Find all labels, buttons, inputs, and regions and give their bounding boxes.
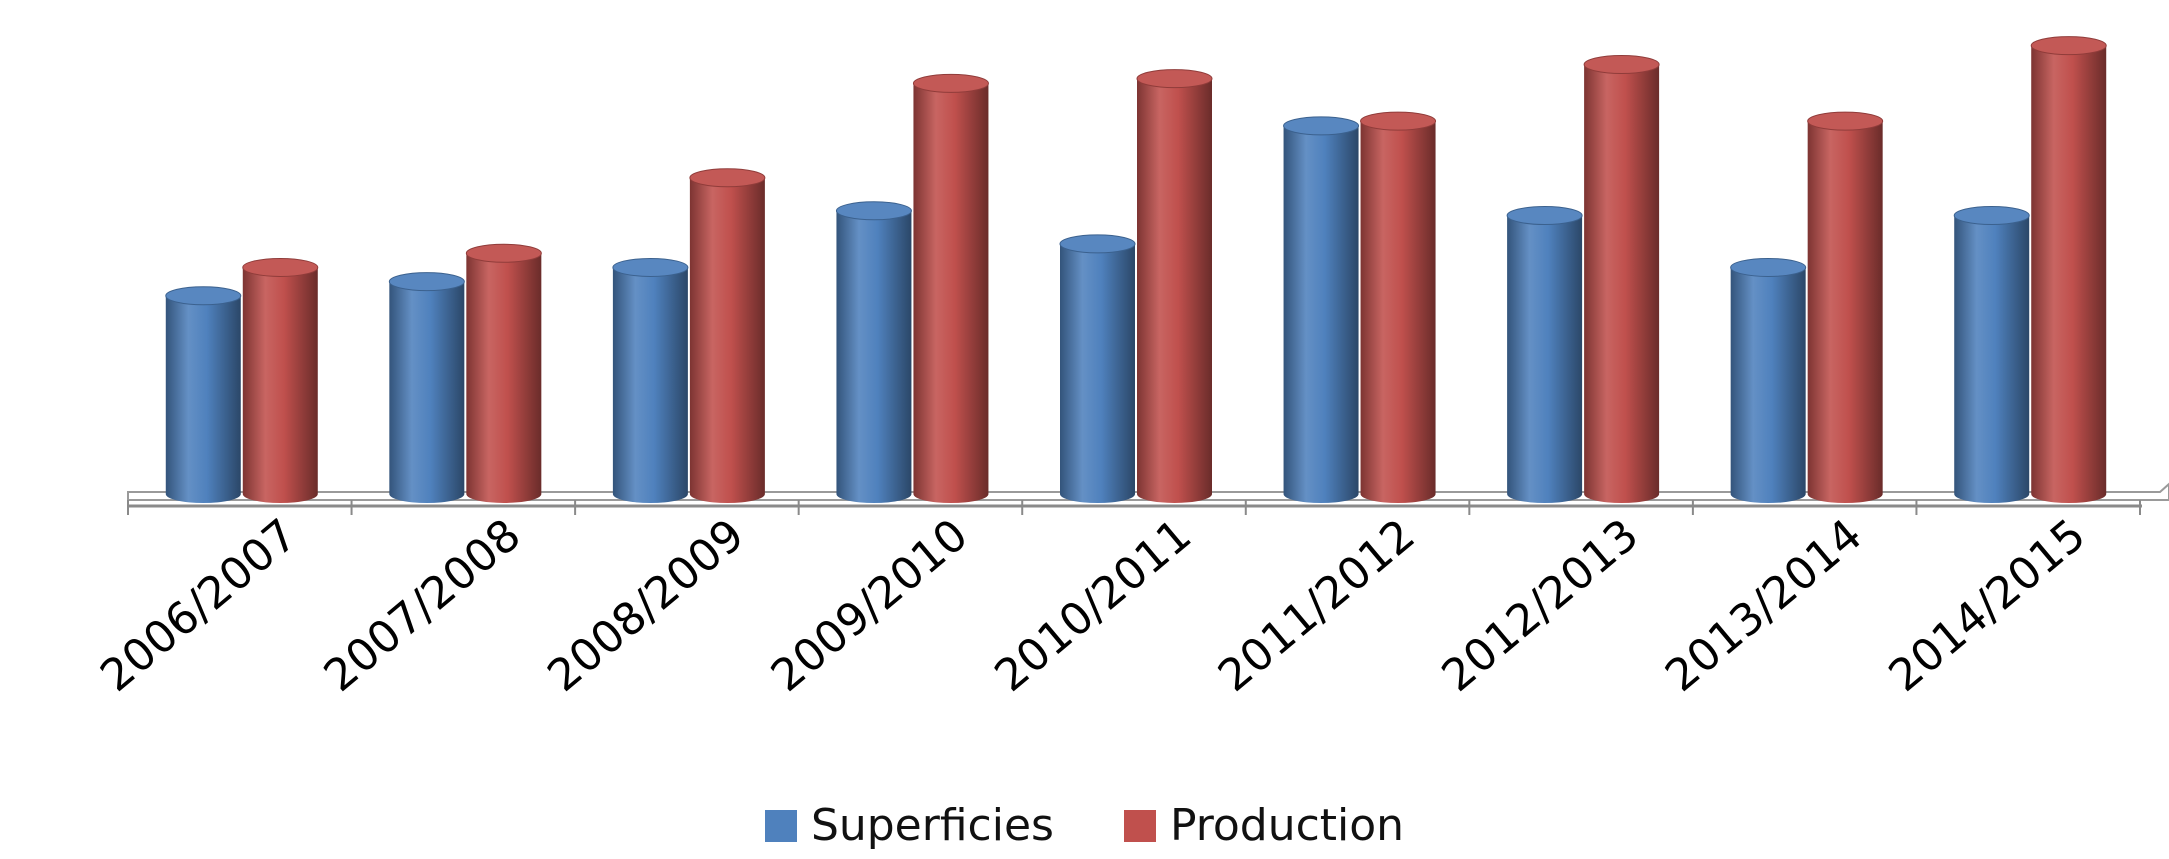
bar-production-2011-2012 [1360, 111, 1437, 504]
bar-production-2013-2014 [1807, 111, 1884, 504]
bar-body [1360, 121, 1436, 504]
bar-top [1807, 111, 1884, 131]
bar-top [1136, 69, 1213, 89]
bar-body [1060, 243, 1135, 503]
bar-body [1807, 121, 1883, 504]
bar-body [389, 281, 465, 503]
bar-top [1059, 234, 1136, 254]
bar-top [1506, 206, 1583, 226]
legend-swatch-superficies [764, 809, 797, 842]
bar-body [1283, 125, 1359, 503]
x-tick-label: 2013/2014 [1656, 509, 1872, 702]
x-tick-label: 2009/2010 [762, 509, 978, 702]
bar-top [2030, 36, 2107, 56]
x-tick-label: 2012/2013 [1432, 509, 1648, 702]
bar-top [1953, 206, 2030, 226]
bar-superficies-2013-2014 [1730, 257, 1807, 503]
x-tick-label: 2007/2008 [315, 509, 531, 702]
x-tick-label: 2006/2007 [91, 509, 307, 702]
bar-body [466, 253, 542, 503]
bar-body [1730, 267, 1806, 503]
bar-top [388, 272, 465, 292]
bar-top [242, 257, 319, 277]
bar-production-2012-2013 [1583, 54, 1660, 503]
bar-body [612, 267, 688, 503]
legend: Superficies Production [0, 800, 2169, 851]
bar-body [689, 177, 765, 503]
bar-top [612, 257, 689, 277]
bar-body [242, 267, 318, 503]
bar-top [1283, 116, 1360, 136]
bar-body [1507, 215, 1583, 503]
x-tick-label: 2008/2009 [538, 509, 754, 702]
bar-body [1584, 64, 1660, 503]
bar-body [836, 210, 912, 504]
x-tick-label: 2010/2011 [985, 509, 1201, 702]
bar-top [1583, 54, 1660, 74]
legend-swatch-production [1123, 809, 1156, 842]
bar-production-2009-2010 [912, 73, 989, 504]
bar-production-2014-2015 [2030, 36, 2107, 503]
legend-item-production: Production [1123, 800, 1405, 851]
bar-production-2008-2009 [689, 168, 766, 503]
bar-body [165, 295, 241, 503]
bar-superficies-2011-2012 [1283, 116, 1360, 503]
bar-top [1360, 111, 1437, 131]
bar-superficies-2006-2007 [165, 286, 242, 503]
legend-label-superficies: Superficies [810, 800, 1054, 851]
bar-body [913, 83, 989, 504]
bar-production-2010-2011 [1136, 69, 1213, 503]
bar-production-2006-2007 [242, 257, 319, 503]
legend-label-production: Production [1169, 800, 1405, 851]
bar-superficies-2012-2013 [1506, 206, 1583, 503]
bar-superficies-2008-2009 [612, 257, 689, 503]
bar-top [465, 243, 542, 263]
x-axis: 2006/2007 2007/2008 2008/2009 2009/2010 2010… [91, 500, 2142, 702]
bar-top [835, 201, 912, 221]
bar-production-2007-2008 [465, 243, 542, 503]
bar-body [1137, 78, 1212, 503]
x-tick-label: 2014/2015 [1880, 509, 2096, 702]
legend-item-superficies: Superficies [764, 800, 1054, 851]
bar-body [1954, 215, 2030, 503]
bar-superficies-2014-2015 [1953, 206, 2030, 503]
bar-body [2031, 45, 2107, 503]
bar-superficies-2009-2010 [835, 201, 912, 504]
bar-top [689, 168, 766, 188]
bar-superficies-2007-2008 [388, 272, 465, 503]
bar-top [165, 286, 242, 306]
bar-superficies-2010-2011 [1059, 234, 1136, 503]
bar-top [1730, 257, 1807, 277]
bars-group [165, 36, 2107, 504]
bar-top [912, 73, 989, 93]
x-tick-label: 2011/2012 [1209, 509, 1425, 702]
